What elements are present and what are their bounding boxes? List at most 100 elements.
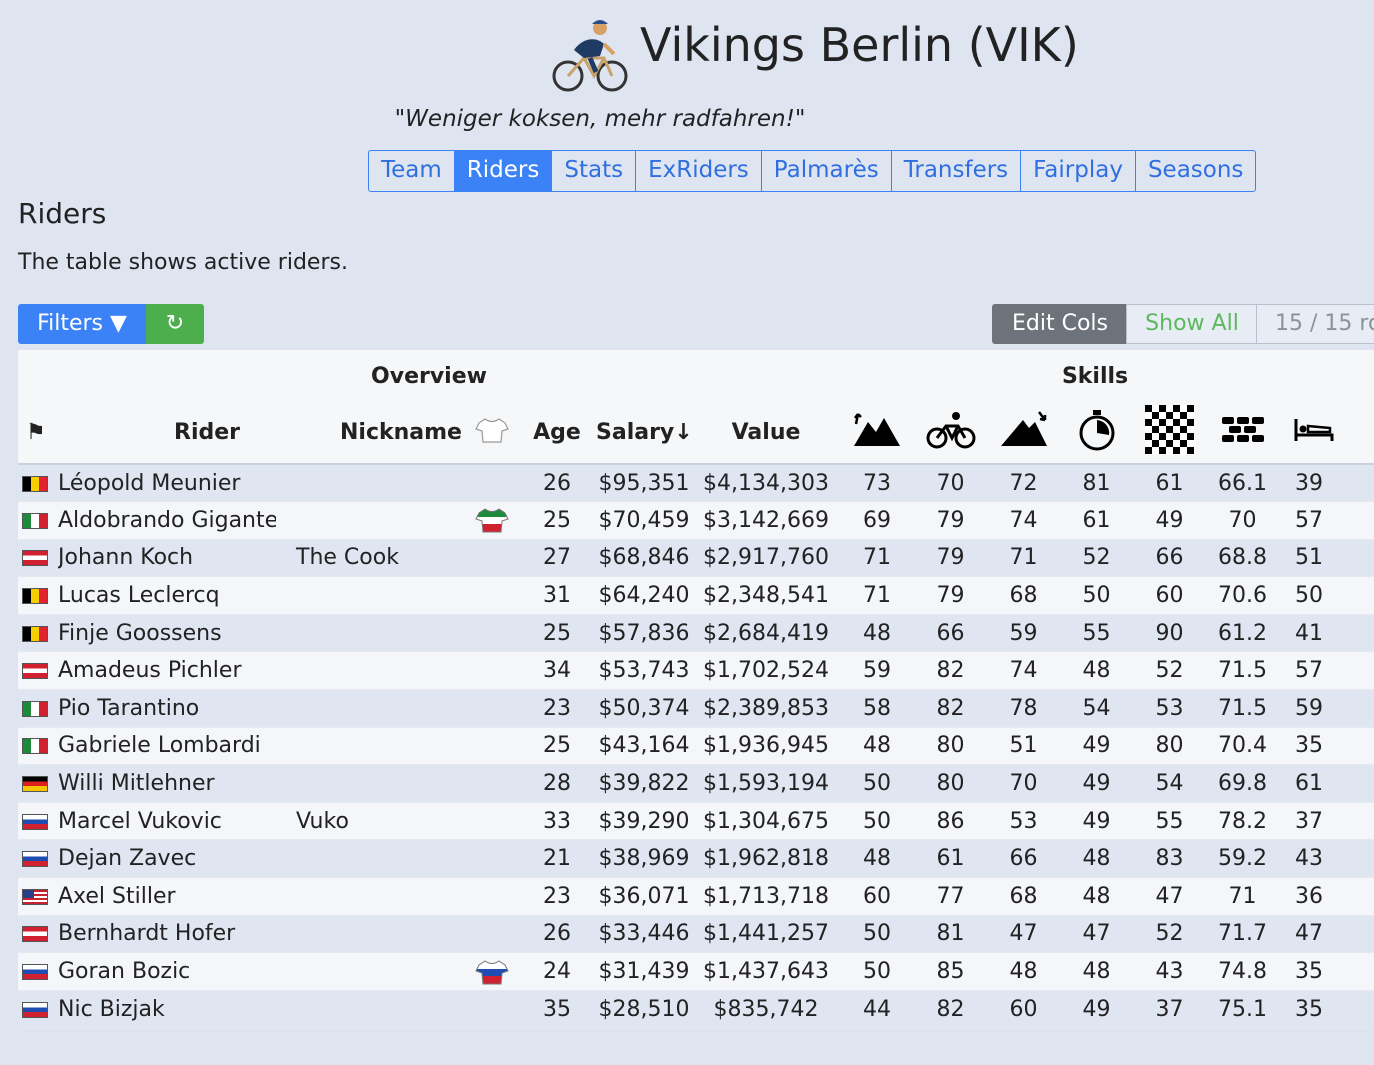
rider-skill: 61: [1133, 464, 1207, 503]
table-row[interactable]: Lucas Leclercq 31 $64,240 $2,348,541 71 79 68 5…: [18, 576, 1374, 615]
table-row[interactable]: Bernhardt Hofer 26 $33,446 $1,441,257 50 81 47…: [18, 915, 1374, 954]
rider-nickname: [276, 576, 466, 615]
mountain-column-header[interactable]: [840, 402, 915, 465]
rider-skill: 57: [1279, 651, 1374, 691]
rider-skill: 71.5: [1206, 689, 1280, 728]
rider-skill: 74.8: [1206, 952, 1280, 991]
flag-column-header[interactable]: ⚑: [18, 402, 58, 465]
value-column-header[interactable]: Value: [692, 402, 841, 465]
rider-name[interactable]: Marcel Vukovic: [58, 802, 276, 841]
country-flag-icon: [22, 625, 48, 642]
tab-fairplay[interactable]: Fairplay: [1021, 151, 1136, 191]
rider-value: $1,593,194: [692, 764, 841, 803]
table-row[interactable]: Finje Goossens 25 $57,836 $2,684,419 48 66 59 5…: [18, 614, 1374, 653]
recovery-column-header[interactable]: [1279, 402, 1374, 465]
rider-skill: 86: [914, 802, 988, 841]
table-row[interactable]: Amadeus Pichler 34 $53,743 $1,702,524 59 82 74…: [18, 651, 1374, 691]
rider-skill: 52: [1133, 651, 1207, 691]
show-all-button[interactable]: Show All: [1126, 304, 1258, 344]
rider-name[interactable]: Goran Bozic: [58, 952, 276, 991]
rider-name[interactable]: Nic Bizjak: [58, 990, 276, 1029]
rider-skill: 81: [1060, 464, 1134, 503]
table-row[interactable]: Nic Bizjak 35 $28,510 $835,742 44 82 60 49 37 75.…: [18, 990, 1374, 1029]
tab-palmares[interactable]: Palmarès: [762, 151, 892, 191]
country-flag-icon: [22, 851, 48, 868]
rider-name[interactable]: Léopold Meunier: [58, 464, 276, 503]
rider-name[interactable]: Pio Tarantino: [58, 689, 276, 728]
rider-skill: 36: [1279, 877, 1374, 916]
rider-name[interactable]: Lucas Leclercq: [58, 576, 276, 615]
table-row[interactable]: Axel Stiller 23 $36,071 $1,713,718 60 77 68 48 4…: [18, 877, 1374, 916]
table-row[interactable]: Willi Mitlehner 28 $39,822 $1,593,194 50 80 70…: [18, 764, 1374, 803]
table-row[interactable]: Léopold Meunier 26 $95,351 $4,134,303 73 70 72…: [18, 464, 1374, 503]
rider-age: 25: [518, 727, 596, 766]
tab-seasons[interactable]: Seasons: [1147, 157, 1244, 183]
rider-nickname: [276, 651, 466, 691]
timetrial-column-header[interactable]: [1060, 402, 1134, 465]
rider-name[interactable]: Aldobrando Gigante: [58, 501, 276, 540]
sprint-column-header[interactable]: [1206, 402, 1280, 465]
cobbles-column-header[interactable]: [1133, 402, 1207, 465]
rider-nickname: [276, 464, 466, 503]
nickname-column-header[interactable]: Nickname: [276, 402, 466, 465]
rider-skill: 71: [1206, 877, 1280, 916]
rider-skill: 50: [840, 915, 915, 954]
jersey-icon: [475, 508, 509, 533]
rider-skill: 41: [1279, 614, 1374, 653]
tab-stats[interactable]: Stats: [552, 151, 637, 191]
table-row[interactable]: Goran Bozic 24 $31,439 $1,437,643 50 85 48 48 43…: [18, 952, 1374, 991]
hill-column-header[interactable]: [987, 402, 1061, 465]
refresh-icon[interactable]: ↻: [146, 304, 204, 344]
filters-button[interactable]: Filters ▼: [18, 304, 146, 344]
flag-cell: [18, 915, 58, 954]
rider-name[interactable]: Gabriele Lombardi: [58, 727, 276, 766]
rider-value: $1,441,257: [692, 915, 841, 954]
rider-name[interactable]: Bernhardt Hofer: [58, 915, 276, 954]
rider-skill: 70: [1206, 501, 1280, 540]
salary-column-header[interactable]: Salary↓: [596, 402, 692, 465]
tab-riders[interactable]: Riders: [454, 151, 553, 191]
tab-team[interactable]: Team: [369, 151, 455, 191]
flag-cell: [18, 539, 58, 578]
rider-column-header[interactable]: Rider: [58, 402, 276, 465]
rider-jersey: [466, 501, 518, 540]
table-row[interactable]: Aldobrando Gigante 25 $70,459 $3,142,669 69 7…: [18, 501, 1374, 540]
rider-name[interactable]: Finje Goossens: [58, 614, 276, 653]
tab-transfers[interactable]: Transfers: [892, 151, 1022, 191]
country-flag-icon: [22, 550, 48, 567]
rider-name[interactable]: Willi Mitlehner: [58, 764, 276, 803]
rider-skill: 48: [987, 952, 1061, 991]
rider-skill: 66: [914, 614, 988, 653]
tab-exriders[interactable]: ExRiders: [636, 151, 762, 191]
rider-skill: 52: [1133, 915, 1207, 954]
rider-jersey: [466, 764, 518, 803]
rider-skill: 37: [1133, 990, 1207, 1029]
table-row[interactable]: Dejan Zavec 21 $38,969 $1,962,818 48 61 66 48 83…: [18, 839, 1374, 879]
rider-name[interactable]: Dejan Zavec: [58, 839, 276, 879]
cyclist-logo-icon: [552, 20, 628, 92]
table-row[interactable]: Pio Tarantino 23 $50,374 $2,389,853 58 82 78 54…: [18, 689, 1374, 728]
age-column-header[interactable]: Age: [518, 402, 596, 465]
rider-skill: 83: [1133, 839, 1207, 879]
table-row[interactable]: Marcel Vukovic Vuko 33 $39,290 $1,304,675 50 8…: [18, 802, 1374, 841]
edit-cols-button[interactable]: Edit Cols: [992, 304, 1128, 344]
rider-skill: 54: [1133, 764, 1207, 803]
rider-name[interactable]: Axel Stiller: [58, 877, 276, 916]
rider-salary: $33,446: [596, 915, 692, 954]
rider-name[interactable]: Amadeus Pichler: [58, 651, 276, 691]
jersey-column-header[interactable]: [466, 402, 518, 465]
table-row[interactable]: Johann Koch The Cook 27 $68,846 $2,917,760 71…: [18, 539, 1374, 578]
flat-column-header[interactable]: [914, 402, 988, 465]
rider-skill: 59: [1279, 689, 1374, 728]
rider-age: 33: [518, 802, 596, 841]
country-flag-icon: [22, 888, 48, 905]
rider-skill: 59: [840, 651, 915, 691]
rider-name[interactable]: Johann Koch: [58, 539, 276, 578]
rider-jersey: [466, 839, 518, 879]
rider-skill: 77: [914, 877, 988, 916]
rider-skill: 52: [1060, 539, 1134, 578]
rider-skill: 80: [914, 727, 988, 766]
table-row[interactable]: Gabriele Lombardi 25 $43,164 $1,936,945 48 80…: [18, 727, 1374, 766]
section-title: Riders: [18, 197, 107, 230]
rider-value: $2,684,419: [692, 614, 841, 653]
